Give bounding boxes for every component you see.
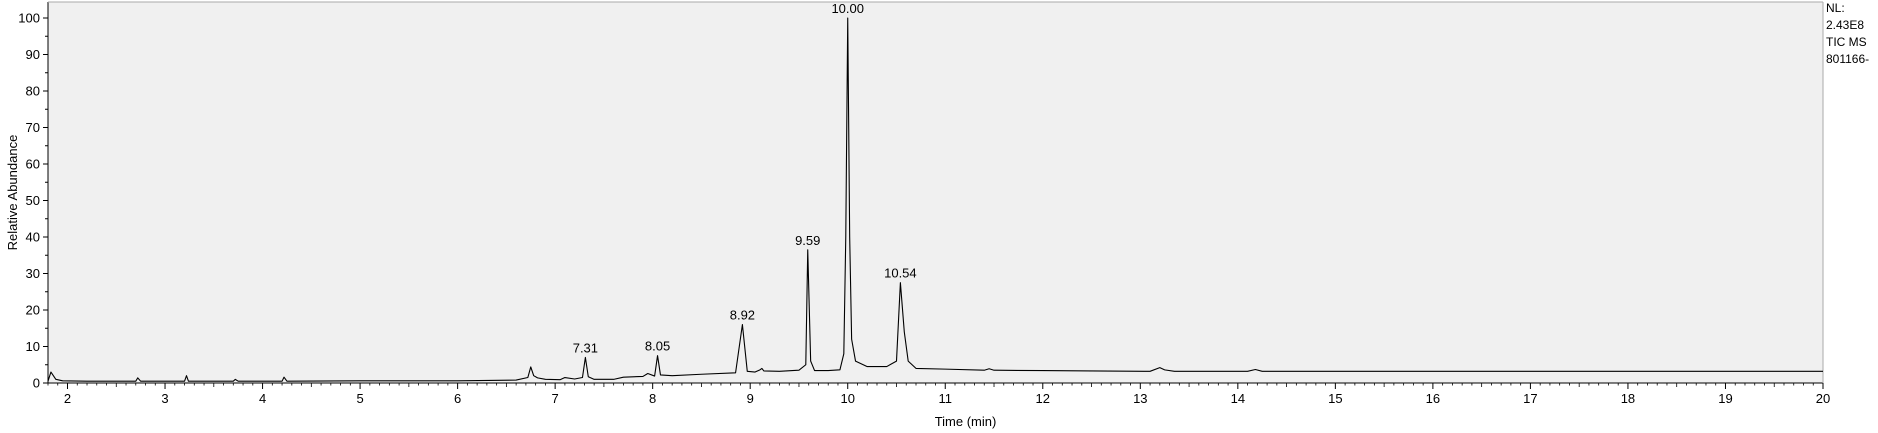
x-tick-label: 9: [747, 391, 754, 406]
y-tick-label: 60: [26, 157, 40, 172]
y-tick-label: 30: [26, 266, 40, 281]
peak-label: 10.54: [884, 266, 917, 281]
y-tick-label: 10: [26, 339, 40, 354]
peak-label: 10.00: [831, 1, 864, 16]
y-tick-label: 50: [26, 193, 40, 208]
x-tick-label: 11: [939, 391, 953, 406]
y-tick-label: 100: [18, 11, 40, 26]
x-tick-label: 18: [1621, 391, 1635, 406]
x-tick-label: 5: [356, 391, 363, 406]
info-block: NL: 2.43E8 TIC MS 801166-: [1826, 1, 1869, 66]
info-line-nl-value: 2.43E8: [1826, 18, 1864, 32]
peak-label: 8.92: [730, 308, 755, 323]
peak-label: 8.05: [645, 339, 670, 354]
x-tick-label: 19: [1718, 391, 1732, 406]
x-tick-label: 13: [1133, 391, 1147, 406]
y-tick-label: 80: [26, 84, 40, 99]
y-tick-label: 70: [26, 120, 40, 135]
chromatogram-trace: [47, 17, 1823, 382]
info-line-scan-filter: TIC MS: [1826, 35, 1867, 49]
info-line-nl: NL:: [1826, 1, 1845, 15]
info-line-file: 801166-: [1826, 52, 1869, 66]
peak-labels: 7.31 8.05 8.92 9.59 10.00 10.54: [573, 1, 917, 355]
axes: [47, 1, 1824, 384]
y-tick-label: 90: [26, 47, 40, 62]
y-tick-label: 0: [33, 376, 40, 391]
x-tick-label: 17: [1523, 391, 1537, 406]
x-tick-label: 20: [1816, 391, 1830, 406]
x-tick-label: 3: [161, 391, 168, 406]
x-tick-label: 6: [454, 391, 461, 406]
axis-ticks: 0 10 20 30 40 50 60 70 80 90 100 2 3 4 5 6 7 8 9 10 11 12 13 14…: [18, 11, 1830, 407]
x-tick-label: 2: [64, 391, 71, 406]
x-tick-label: 10: [840, 391, 854, 406]
trace: [47, 17, 1823, 382]
x-tick-label: 4: [259, 391, 266, 406]
y-tick-label: 40: [26, 230, 40, 245]
x-tick-label: 14: [1231, 391, 1245, 406]
x-tick-label: 12: [1036, 391, 1050, 406]
peak-label: 9.59: [795, 233, 820, 248]
x-tick-label: 7: [552, 391, 559, 406]
x-tick-label: 8: [649, 391, 656, 406]
plot-background: [48, 2, 1823, 383]
y-tick-label: 20: [26, 303, 40, 318]
y-axis-title: Relative Abundance: [5, 135, 20, 251]
x-tick-label: 16: [1426, 391, 1440, 406]
peak-label: 7.31: [573, 340, 598, 355]
x-axis-title: Time (min): [935, 414, 997, 429]
x-tick-label: 15: [1328, 391, 1342, 406]
